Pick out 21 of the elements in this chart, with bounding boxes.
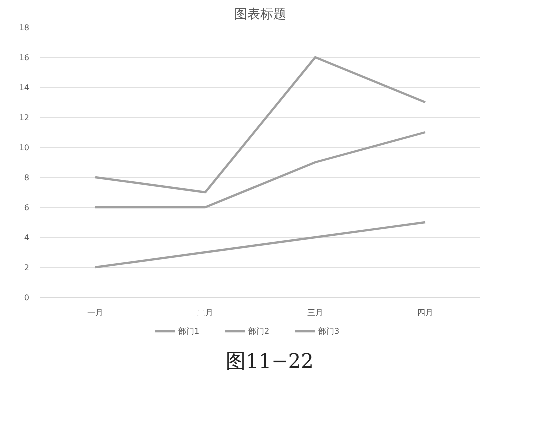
y-tick-label: 6 bbox=[24, 204, 30, 212]
y-tick-label: 18 bbox=[19, 24, 30, 32]
x-tick-label: 四月 bbox=[418, 308, 434, 318]
caption: 图11−22 bbox=[226, 348, 314, 375]
y-tick-label: 8 bbox=[24, 174, 30, 182]
legend-label: 部门1 bbox=[178, 327, 200, 336]
legend-label: 部门3 bbox=[318, 327, 340, 336]
x-tick-label: 二月 bbox=[198, 308, 214, 318]
y-tick-label: 4 bbox=[24, 234, 30, 242]
chart-title: 图表标题 bbox=[234, 8, 286, 22]
y-tick-label: 10 bbox=[19, 144, 30, 152]
y-tick-label: 12 bbox=[19, 114, 30, 122]
x-tick-label: 三月 bbox=[308, 308, 324, 318]
y-tick-label: 16 bbox=[19, 54, 30, 62]
y-tick-label: 0 bbox=[24, 294, 30, 302]
y-tick-label: 14 bbox=[19, 84, 30, 92]
line-series bbox=[94, 56, 427, 194]
legend-label: 部门2 bbox=[248, 327, 270, 336]
y-tick-label: 2 bbox=[24, 264, 30, 272]
line-series bbox=[94, 221, 427, 269]
x-tick-label: 一月 bbox=[88, 308, 104, 318]
